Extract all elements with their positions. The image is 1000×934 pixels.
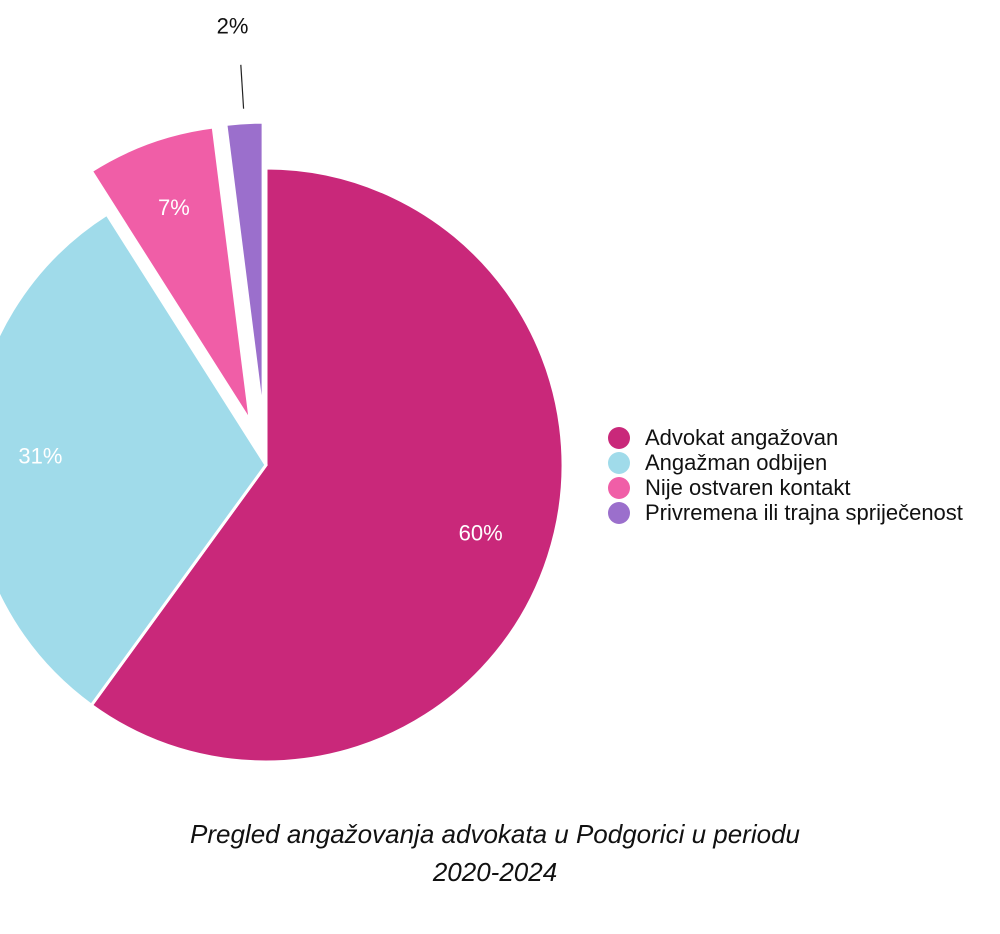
chart-title-line-1: Pregled angažovanja advokata u Podgorici…	[190, 819, 800, 849]
legend-item-1: Advokat angažovan	[608, 425, 963, 450]
legend-marker	[608, 476, 630, 499]
pie-slice-3	[89, 125, 252, 423]
legend-label: Angažman odbijen	[645, 449, 828, 475]
legend-marker	[608, 451, 630, 474]
legend-label: Privremena ili trajna spriječenost	[645, 499, 963, 525]
legend-marker	[608, 426, 630, 449]
legend-item-4: Privremena ili trajna spriječenost	[608, 500, 963, 525]
slice-label-1: 60%	[459, 521, 503, 546]
legend-item-2: Angažman odbijen	[608, 450, 963, 475]
pie-slice-1	[89, 166, 565, 764]
slice-leader-line-4	[240, 64, 245, 109]
legend-marker	[608, 501, 630, 524]
slice-label-2: 31%	[18, 444, 62, 469]
pie-slice-2	[0, 212, 268, 708]
legend-label: Nije ostvaren kontakt	[645, 474, 851, 500]
pie-slice-4	[224, 120, 265, 420]
chart-title-line-2: 2020-2024	[432, 857, 558, 887]
slice-label-3: 7%	[158, 195, 190, 220]
legend-item-3: Nije ostvaren kontakt	[608, 475, 963, 500]
slice-label-4: 2%	[217, 14, 249, 39]
legend-label: Advokat angažovan	[645, 424, 839, 450]
chart-legend: Advokat angažovan Angažman odbijen Nije os…	[608, 425, 963, 525]
chart-title: Pregled angažovanja advokata u Podgorici…	[0, 815, 990, 891]
